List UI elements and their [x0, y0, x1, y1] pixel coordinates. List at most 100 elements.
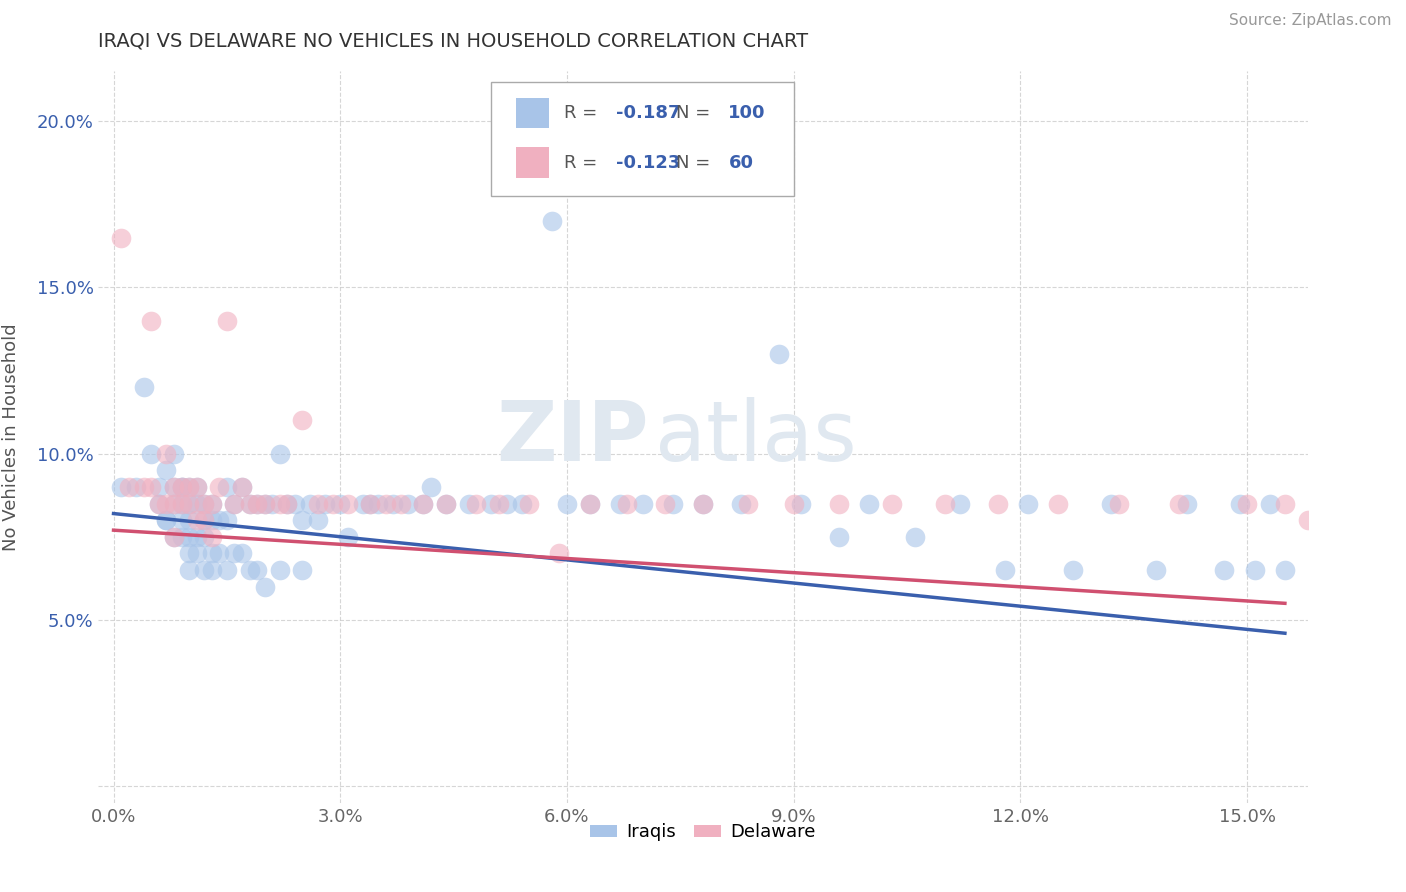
FancyBboxPatch shape [516, 147, 550, 178]
Point [510, 497, 533, 511]
Point [1274, 497, 1296, 511]
Point [1274, 563, 1296, 577]
Point [239, 497, 262, 511]
Point [186, 480, 208, 494]
Point [253, 580, 276, 594]
Point [246, 497, 269, 511]
Point [155, 513, 177, 527]
Point [631, 497, 654, 511]
Point [284, 497, 307, 511]
Point [291, 563, 314, 577]
Point [662, 497, 685, 511]
Point [1108, 497, 1130, 511]
Point [215, 314, 238, 328]
FancyBboxPatch shape [492, 82, 793, 195]
Point [186, 513, 208, 527]
Point [782, 497, 804, 511]
Point [389, 497, 412, 511]
Point [488, 497, 510, 511]
Point [170, 497, 193, 511]
Point [307, 497, 329, 511]
Point [208, 513, 231, 527]
Point [314, 497, 336, 511]
Point [201, 497, 224, 511]
Point [1229, 497, 1251, 511]
Point [170, 480, 193, 494]
Point [163, 530, 186, 544]
Text: atlas: atlas [655, 397, 856, 477]
Point [201, 563, 224, 577]
Point [208, 546, 231, 560]
Point [224, 497, 246, 511]
Point [654, 497, 676, 511]
Point [420, 480, 443, 494]
Point [276, 497, 298, 511]
Point [170, 497, 193, 511]
Text: Source: ZipAtlas.com: Source: ZipAtlas.com [1229, 13, 1392, 29]
Point [360, 497, 382, 511]
Point [904, 530, 927, 544]
Point [155, 513, 177, 527]
Point [201, 497, 224, 511]
Point [269, 447, 291, 461]
Point [578, 497, 600, 511]
Point [987, 497, 1010, 511]
Point [231, 480, 253, 494]
Legend: Iraqis, Delaware: Iraqis, Delaware [583, 816, 823, 848]
Text: 100: 100 [728, 104, 766, 122]
Point [1017, 497, 1039, 511]
Point [412, 497, 434, 511]
Point [276, 497, 298, 511]
Point [239, 497, 262, 511]
Point [186, 480, 208, 494]
Point [141, 480, 163, 494]
Point [269, 563, 291, 577]
Point [434, 497, 457, 511]
Point [132, 480, 155, 494]
Point [329, 497, 352, 511]
Point [215, 513, 238, 527]
Point [170, 513, 193, 527]
Point [367, 497, 389, 511]
Point [155, 463, 177, 477]
Point [110, 480, 132, 494]
Text: R =: R = [564, 153, 598, 172]
Point [132, 380, 155, 394]
Point [179, 563, 201, 577]
Point [1099, 497, 1122, 511]
Point [179, 513, 201, 527]
Point [1213, 563, 1236, 577]
Point [163, 480, 186, 494]
Point [934, 497, 956, 511]
Point [434, 497, 457, 511]
Point [828, 497, 851, 511]
Point [179, 480, 201, 494]
Point [246, 497, 269, 511]
Point [141, 447, 163, 461]
Y-axis label: No Vehicles in Household: No Vehicles in Household [1, 323, 20, 551]
Point [208, 480, 231, 494]
Text: N =: N = [676, 104, 710, 122]
Text: -0.187: -0.187 [616, 104, 681, 122]
Point [609, 497, 631, 511]
Point [170, 480, 193, 494]
Point [481, 497, 503, 511]
Point [949, 497, 972, 511]
Point [322, 497, 344, 511]
Point [148, 480, 170, 494]
Point [118, 480, 141, 494]
Point [125, 480, 148, 494]
Point [578, 497, 600, 511]
Point [246, 563, 269, 577]
Point [730, 497, 752, 511]
Text: 60: 60 [728, 153, 754, 172]
Point [193, 563, 215, 577]
Point [141, 314, 163, 328]
Point [163, 447, 186, 461]
Text: R =: R = [564, 104, 598, 122]
Point [186, 497, 208, 511]
Point [1296, 513, 1319, 527]
Text: -0.123: -0.123 [616, 153, 681, 172]
Point [193, 497, 215, 511]
Point [215, 480, 238, 494]
